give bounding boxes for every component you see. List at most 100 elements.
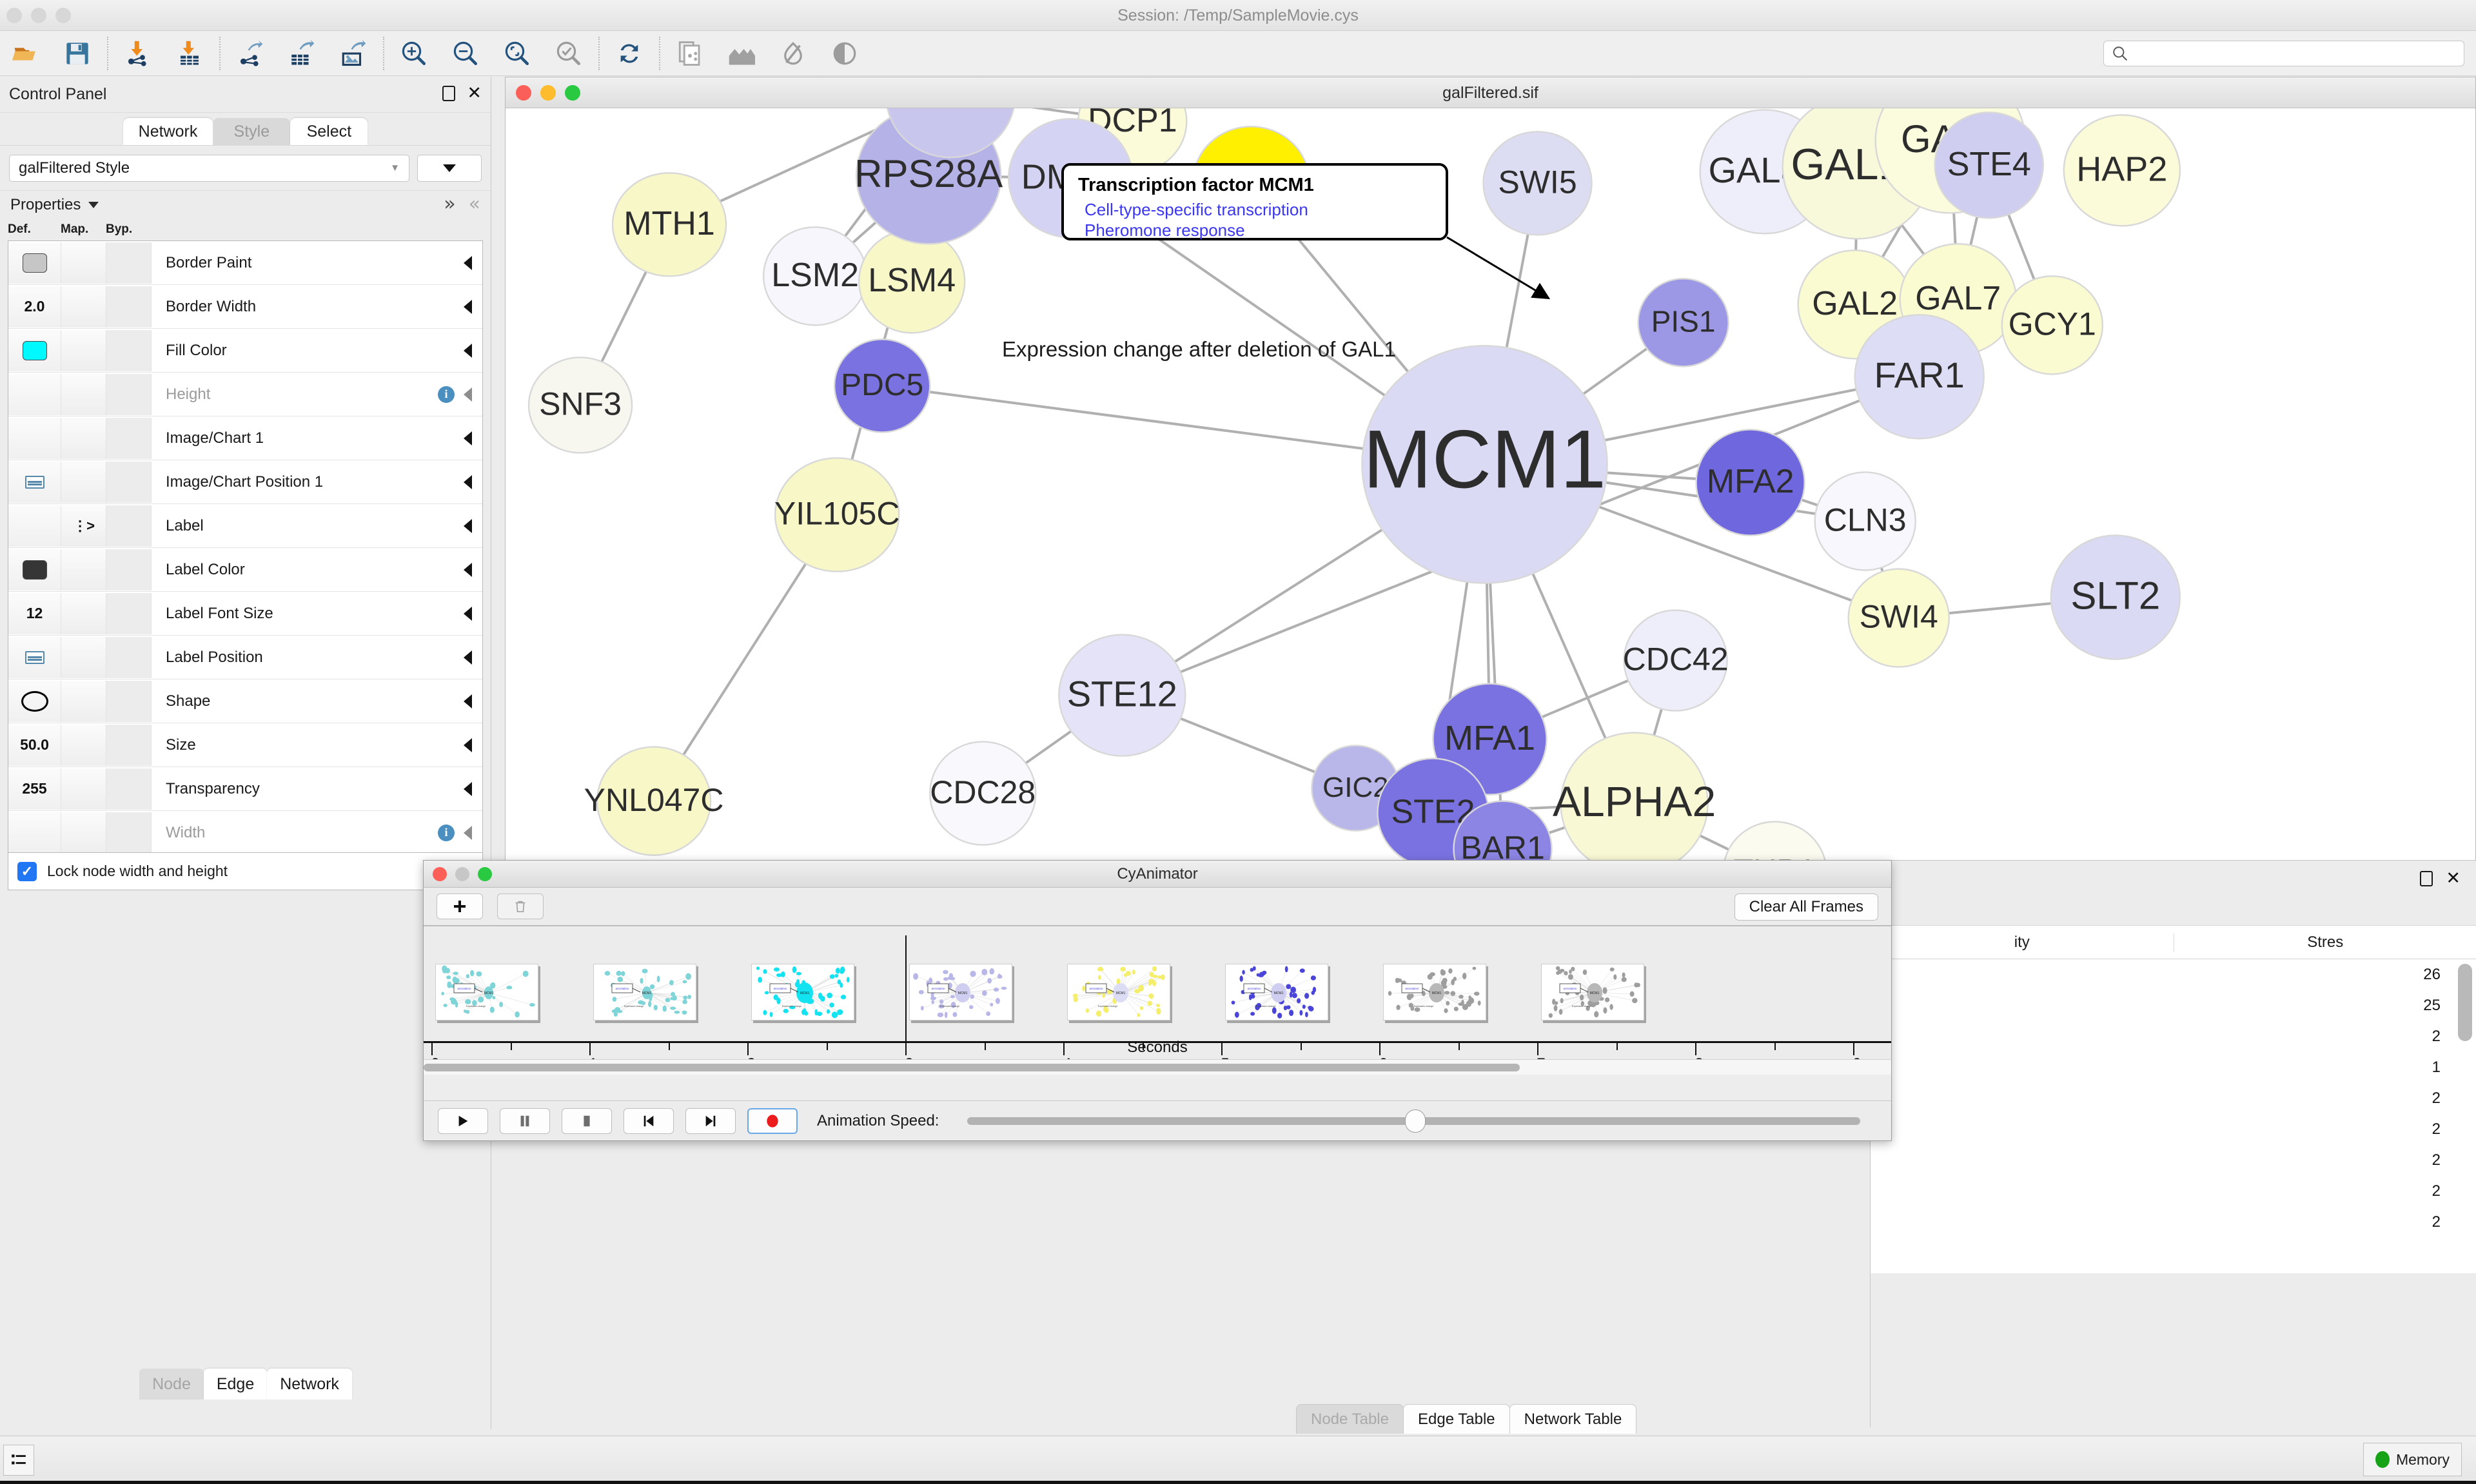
- network-node[interactable]: SLT2: [2050, 534, 2181, 660]
- status-list-button[interactable]: [3, 1445, 34, 1476]
- expand-arrow-icon[interactable]: [464, 474, 472, 489]
- expand-arrow-icon[interactable]: [464, 299, 472, 314]
- pause-button[interactable]: [500, 1108, 550, 1134]
- property-default-cell[interactable]: [8, 812, 61, 852]
- network-node[interactable]: MTH1: [611, 172, 727, 277]
- property-mapping-cell[interactable]: [61, 549, 106, 591]
- slider-knob[interactable]: [1404, 1109, 1426, 1133]
- timeline-frame[interactable]: annotation MCM1 Expression change: [751, 964, 854, 1020]
- property-mapping-cell[interactable]: [61, 286, 106, 327]
- timeline-frame[interactable]: annotation MCM1 Expression change: [1541, 964, 1644, 1020]
- animation-speed-slider[interactable]: [967, 1109, 1860, 1133]
- property-default-cell[interactable]: [8, 242, 61, 284]
- lock-checkbox[interactable]: ✓: [17, 861, 37, 881]
- property-default-cell[interactable]: [8, 373, 61, 415]
- property-bypass-cell[interactable]: [106, 549, 152, 591]
- property-default-cell[interactable]: [8, 680, 61, 722]
- property-row[interactable]: 12 Label Font Size: [8, 592, 482, 636]
- properties-menu-icon[interactable]: [88, 201, 99, 208]
- expand-arrow-icon[interactable]: [464, 387, 472, 402]
- close-dot[interactable]: [433, 867, 447, 881]
- timeline-frame[interactable]: annotation MCM1 Expression change: [435, 964, 538, 1020]
- search-box[interactable]: [2103, 41, 2464, 66]
- property-mapping-cell[interactable]: [61, 636, 106, 678]
- table-row[interactable]: 2: [1871, 1207, 2476, 1238]
- timeline-frame[interactable]: annotation MCM1 Expression change: [1383, 964, 1486, 1020]
- network-node[interactable]: YNL047C: [584, 746, 724, 856]
- property-bypass-cell[interactable]: [106, 373, 152, 415]
- property-default-cell[interactable]: 12: [8, 592, 61, 634]
- network-node[interactable]: GCY1: [2001, 275, 2104, 375]
- property-mapping-cell[interactable]: [61, 373, 106, 415]
- property-default-cell[interactable]: [8, 461, 61, 503]
- property-mapping-cell[interactable]: [61, 417, 106, 459]
- property-mapping-cell[interactable]: [61, 461, 106, 503]
- network-annotation-box[interactable]: Transcription factor MCM1 Cell-type-spec…: [1061, 163, 1448, 240]
- add-frame-button[interactable]: [437, 893, 483, 919]
- float-panel-icon[interactable]: [442, 85, 456, 101]
- property-row[interactable]: Fill Color: [8, 329, 482, 373]
- info-icon[interactable]: i: [438, 824, 455, 841]
- show-all-icon[interactable]: [819, 32, 870, 75]
- network-node[interactable]: HAP2: [2063, 114, 2181, 227]
- property-row[interactable]: Label Position: [8, 636, 482, 679]
- network-node[interactable]: ALPHA2: [1553, 732, 1716, 875]
- expand-arrow-icon[interactable]: [464, 562, 472, 577]
- table-row[interactable]: 2: [1871, 1083, 2476, 1114]
- timeline-frame[interactable]: annotation MCM1 Expression change: [1067, 964, 1170, 1020]
- tab-edge-table[interactable]: Edge Table: [1402, 1404, 1510, 1434]
- expand-arrow-icon[interactable]: [464, 737, 472, 752]
- play-button[interactable]: [438, 1108, 488, 1134]
- network-node[interactable]: LSM4: [858, 229, 966, 334]
- search-input[interactable]: [2134, 42, 2456, 65]
- tab-node-table[interactable]: Node Table: [1296, 1404, 1404, 1434]
- property-row[interactable]: Height i: [8, 373, 482, 416]
- color-swatch[interactable]: [22, 560, 47, 580]
- network-node[interactable]: FAR1: [1854, 314, 1985, 440]
- color-swatch[interactable]: [22, 253, 47, 273]
- expand-arrow-icon[interactable]: [464, 343, 472, 358]
- property-mapping-cell[interactable]: [61, 329, 106, 371]
- property-mapping-cell[interactable]: [61, 724, 106, 766]
- property-bypass-cell[interactable]: [106, 417, 152, 459]
- property-default-cell[interactable]: [8, 505, 61, 547]
- expand-arrow-icon[interactable]: [464, 255, 472, 270]
- property-row[interactable]: 255 Transparency: [8, 767, 482, 811]
- expand-arrow-icon[interactable]: [464, 431, 472, 445]
- maximize-dot[interactable]: [478, 867, 492, 881]
- network-node[interactable]: CDC28: [929, 741, 1037, 846]
- property-row[interactable]: 50.0 Size: [8, 723, 482, 767]
- data-table[interactable]: ity Stres 26 25 2 1 2 2 2 2 2: [1871, 925, 2476, 1273]
- hide-selected-icon[interactable]: [767, 32, 819, 75]
- property-default-cell[interactable]: 50.0: [8, 724, 61, 766]
- scrollbar-thumb[interactable]: [424, 1064, 1520, 1071]
- network-node[interactable]: LSM2: [762, 226, 868, 326]
- network-node[interactable]: SWI5: [1482, 131, 1593, 236]
- property-bypass-cell[interactable]: [106, 724, 152, 766]
- network-node[interactable]: MFA2: [1695, 429, 1805, 536]
- import-network-icon[interactable]: [112, 32, 164, 75]
- collapse-all-icon[interactable]: »: [444, 193, 456, 215]
- expand-arrow-icon[interactable]: [464, 518, 472, 533]
- tab-network-table[interactable]: Network Table: [1509, 1404, 1637, 1434]
- skip-end-button[interactable]: [685, 1108, 736, 1134]
- property-mapping-cell[interactable]: [61, 592, 106, 634]
- timeline-playhead[interactable]: [905, 935, 907, 1045]
- close-icon[interactable]: ✕: [2446, 868, 2461, 888]
- export-network-icon[interactable]: [224, 32, 276, 75]
- tab-select[interactable]: Select: [290, 118, 368, 145]
- expand-arrow-icon[interactable]: [464, 781, 472, 796]
- zoom-selected-icon[interactable]: [543, 32, 594, 75]
- export-table-icon[interactable]: [276, 32, 328, 75]
- property-bypass-cell[interactable]: [106, 636, 152, 678]
- table-row[interactable]: 2: [1871, 1021, 2476, 1052]
- maximize-dot[interactable]: [55, 8, 71, 23]
- property-default-cell[interactable]: [8, 636, 61, 678]
- network-node[interactable]: YIL105C: [774, 457, 900, 572]
- property-mapping-cell[interactable]: [61, 812, 106, 852]
- minimize-dot[interactable]: [31, 8, 46, 23]
- record-button[interactable]: [747, 1108, 798, 1134]
- clear-all-frames-button[interactable]: Clear All Frames: [1734, 893, 1878, 921]
